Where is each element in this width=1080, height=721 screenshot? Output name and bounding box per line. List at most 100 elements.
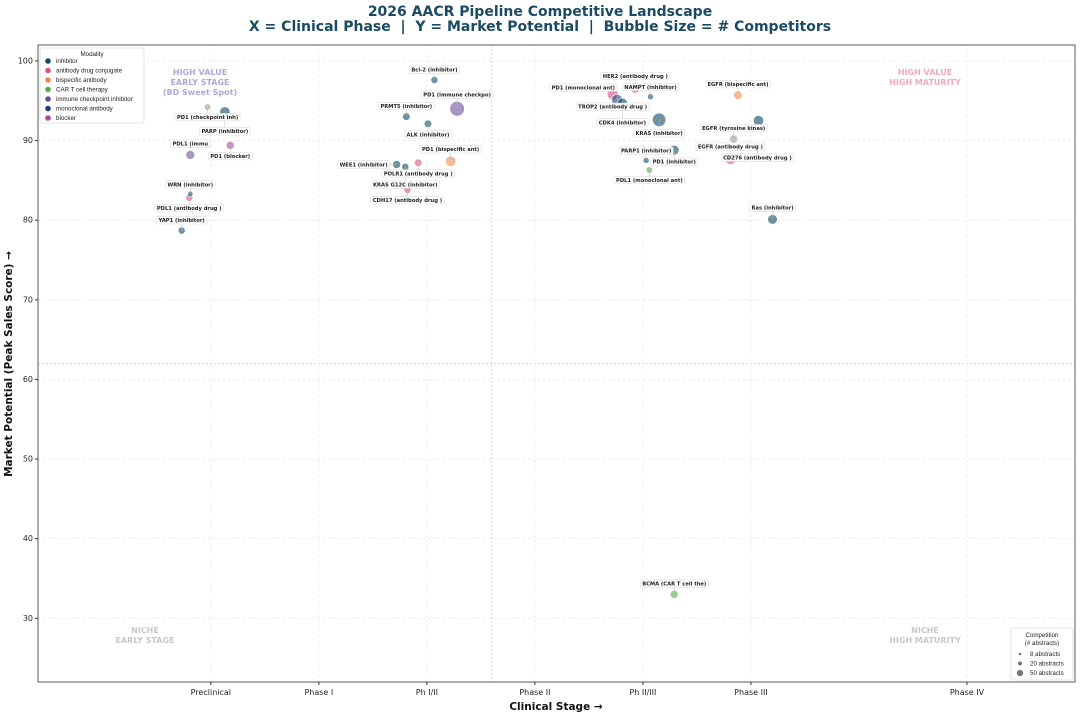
point-label-box bbox=[174, 113, 241, 122]
point-label-box bbox=[208, 152, 253, 161]
quadrant-label-top-left: HIGH VALUE bbox=[173, 68, 227, 77]
point-label: Bcl-2 (inhibitor) bbox=[411, 68, 457, 74]
point-label-box bbox=[165, 180, 216, 189]
legend-entry: inhibitor bbox=[56, 58, 78, 65]
point-label: PDL1 (immu bbox=[173, 142, 209, 148]
point-label-box bbox=[650, 157, 699, 166]
point-label: WRN (inhibitor) bbox=[167, 182, 213, 188]
size-legend-entry: 8 abstracts bbox=[1030, 651, 1060, 658]
legend-marker bbox=[45, 67, 51, 74]
size-legend-entry: 50 abstracts bbox=[1030, 670, 1064, 677]
legend-title: Modality bbox=[80, 51, 104, 58]
quadrant-label-top-right: HIGH MATURITY bbox=[889, 78, 961, 87]
y-tick-label: 30 bbox=[23, 614, 33, 623]
legend-box bbox=[39, 47, 145, 124]
size-legend-box bbox=[1010, 627, 1074, 681]
x-tick-label: Phase II bbox=[519, 688, 550, 697]
point-label: CDH17 (antibody drug ) bbox=[373, 198, 442, 204]
quadrant-label-top-right: HIGH VALUE bbox=[898, 68, 952, 77]
size-legend: Competition(# abstracts) 8 abstracts 20 ab… bbox=[1010, 627, 1074, 681]
axis-ticks: Preclinical Phase I Ph I/II Phase II Ph II/I… bbox=[18, 56, 985, 697]
chart-title: 2026 AACR Pipeline Competitive Landscape bbox=[368, 4, 712, 20]
point-label: KRAS (inhibitor) bbox=[635, 131, 682, 137]
point-label: WEE1 (inhibitor) bbox=[340, 162, 388, 168]
point-label-box bbox=[633, 129, 685, 138]
point-label: PRMT5 (inhibitor) bbox=[380, 104, 432, 110]
quadrant-label-bottom-left: EARLY STAGE bbox=[115, 636, 174, 645]
x-tick-label: Phase I bbox=[304, 688, 333, 697]
point-label-box bbox=[370, 180, 440, 189]
point-label-box bbox=[419, 145, 482, 154]
chart-subtitle: X = Clinical Phase | Y = Market Potentia… bbox=[249, 19, 831, 35]
point-label: PDL1 (antibody drug ) bbox=[157, 206, 222, 212]
legend-marker bbox=[45, 86, 51, 93]
y-tick-label: 70 bbox=[23, 295, 33, 304]
point-label-box bbox=[720, 153, 794, 162]
point-label-box bbox=[378, 102, 435, 111]
point-label-box bbox=[575, 102, 650, 111]
point-label: PDL1 (monoclonal ant) bbox=[616, 178, 683, 184]
size-legend-subtitle: (# abstracts) bbox=[1025, 640, 1059, 647]
point-label-box bbox=[370, 196, 445, 205]
point-label: PARP (inhibitor) bbox=[202, 129, 249, 135]
legend-entry: bispecific antibody bbox=[56, 77, 107, 84]
point-label: CDK4 (inhibitor) bbox=[599, 120, 646, 126]
point-label: PD1 (checkpoint inh) bbox=[177, 115, 238, 121]
point-label-box bbox=[705, 80, 771, 89]
data-points bbox=[177, 76, 778, 599]
point-labels: Bcl-2 (inhibitor) HER2 (antibody drug ) TR… bbox=[154, 65, 796, 588]
point-label: YAP1 (inhibitor) bbox=[158, 218, 205, 224]
point-label-box bbox=[622, 83, 679, 91]
x-axis-label: Clinical Stage → bbox=[509, 701, 603, 713]
x-tick-label: Ph II/III bbox=[629, 688, 656, 697]
point-label-box bbox=[409, 65, 460, 74]
quadrant-label-top-left: EARLY STAGE bbox=[170, 78, 229, 87]
point-label: ALK (inhibitor) bbox=[406, 132, 449, 138]
legend-marker bbox=[45, 58, 51, 64]
legend-entry: blocker bbox=[56, 115, 76, 122]
point-label-box bbox=[600, 72, 671, 80]
point-label: PD1 (inhibitor) bbox=[653, 160, 696, 166]
plot-frame bbox=[37, 44, 1076, 683]
quadrant-label-bottom-left: NICHE bbox=[131, 626, 159, 635]
y-axis-label: Market Potential (Peak Sales Score) → bbox=[3, 251, 15, 477]
size-legend-marker bbox=[1018, 652, 1022, 656]
quadrant-label-bottom-right: HIGH MATURITY bbox=[889, 636, 961, 645]
y-tick-label: 100 bbox=[18, 56, 33, 65]
point-label-box bbox=[337, 160, 390, 169]
y-tick-label: 50 bbox=[23, 455, 33, 464]
point-label: CD276 (antibody drug ) bbox=[723, 156, 792, 162]
size-legend-marker bbox=[1016, 669, 1024, 677]
x-tick-label: Phase III bbox=[734, 688, 768, 697]
x-tick-label: Phase IV bbox=[950, 688, 985, 697]
legend-entry: CAR T cell therapy bbox=[56, 87, 109, 94]
legend-entry: immune checkpoint inhibitor bbox=[56, 96, 133, 103]
point-label-box bbox=[421, 90, 494, 99]
point-label: PD1 (immune checkpo) bbox=[423, 92, 491, 98]
point-label-box bbox=[155, 216, 208, 225]
point-label: PD1 (bispecific ant) bbox=[422, 147, 479, 153]
x-tick-label: Preclinical bbox=[191, 688, 231, 697]
quadrant-label-bottom-right: NICHE bbox=[911, 626, 939, 635]
size-legend-entry: 20 abstracts bbox=[1030, 661, 1064, 668]
point-label-box bbox=[639, 579, 709, 588]
point-label-box bbox=[695, 142, 766, 151]
point-label: POLR1 (antibody drug ) bbox=[384, 171, 453, 177]
point-label-box bbox=[549, 83, 618, 92]
point-label: EGFR (antibody drug ) bbox=[698, 144, 763, 150]
size-legend-title: Competition bbox=[1025, 632, 1059, 639]
legend-entry: monoclonal antibody bbox=[56, 106, 114, 113]
point-label: NAMPT (inhibitor) bbox=[624, 85, 676, 91]
legend-marker bbox=[45, 105, 51, 112]
size-legend-marker bbox=[1017, 661, 1023, 666]
point-label-box bbox=[613, 176, 685, 185]
point-label-box bbox=[404, 130, 452, 139]
point-label: PARP1 (inhibitor) bbox=[621, 149, 671, 155]
point-label: EGFR (tyrosine kinas) bbox=[702, 126, 765, 132]
point-label-box bbox=[154, 204, 224, 213]
point-label-box bbox=[699, 124, 768, 133]
legend-marker bbox=[45, 115, 51, 121]
